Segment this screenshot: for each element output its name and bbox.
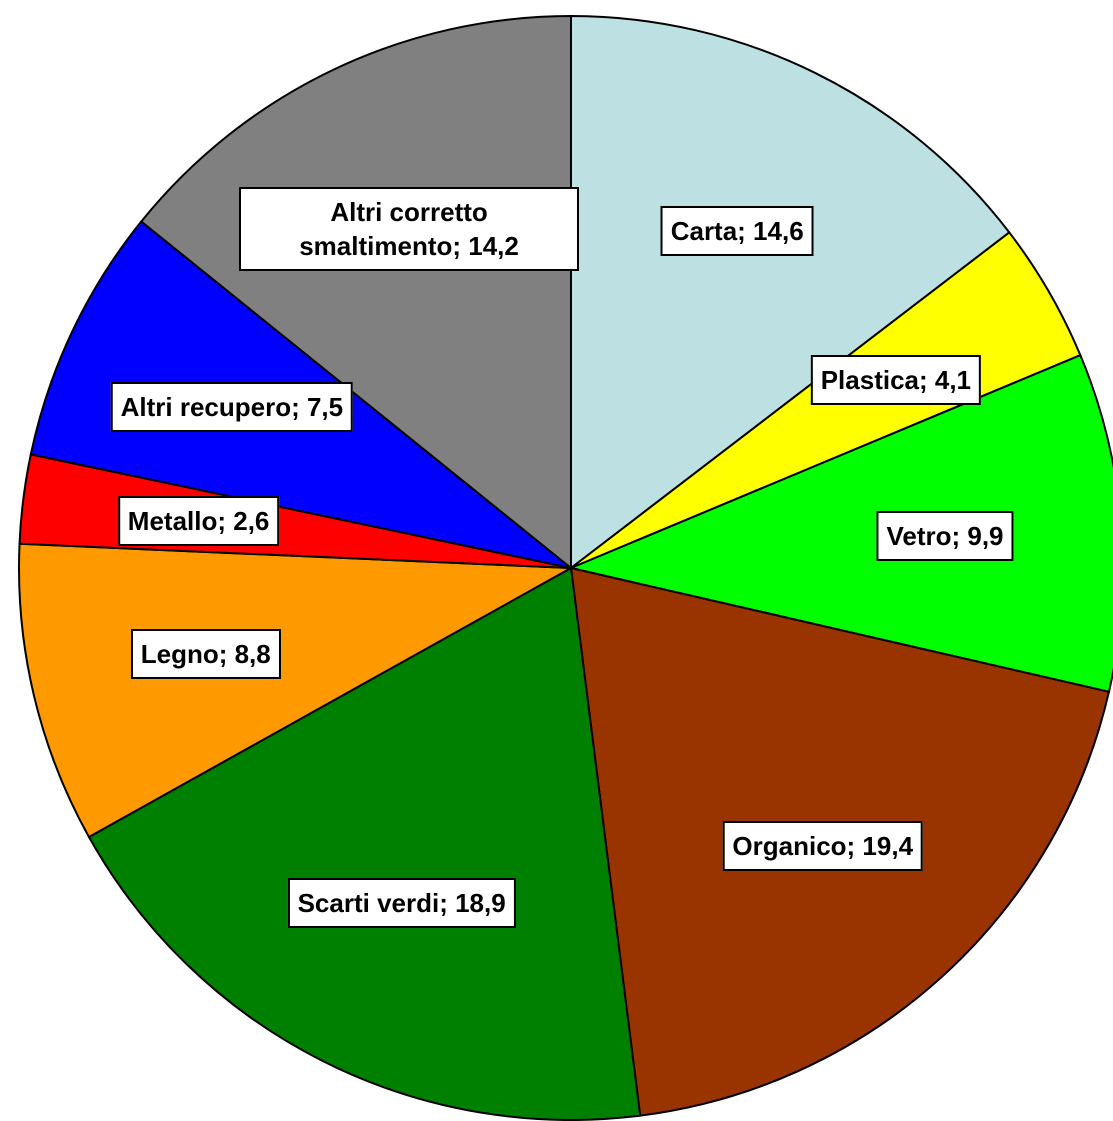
data-label: Legno; 8,8 [130,629,281,680]
pie-slice [18,542,575,839]
pie-slice [570,14,1011,571]
pie-slice [567,353,1113,693]
data-label: Altri corretto smaltimento; 14,2 [239,187,580,272]
data-label: Vetro; 9,9 [876,511,1014,562]
data-label: Scarti verdi; 18,9 [287,877,516,928]
data-label: Organico; 19,4 [722,821,924,872]
data-label: Metallo; 2,6 [117,495,280,546]
pie-slice [139,14,572,571]
pie-slice [87,566,642,1121]
data-label: Altri recupero; 7,5 [110,382,354,433]
data-label: Plastica; 4,1 [810,354,982,405]
data-label: Carta; 14,6 [660,206,814,257]
